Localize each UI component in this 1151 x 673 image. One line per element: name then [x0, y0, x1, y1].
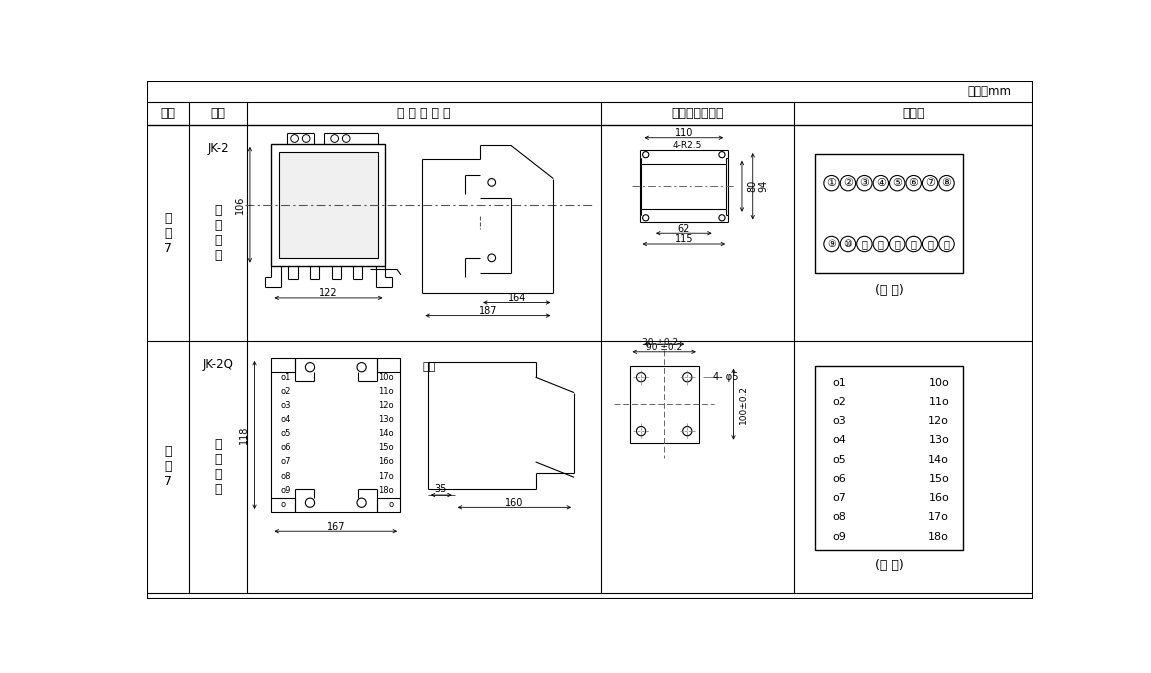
Text: JK-2: JK-2 — [207, 142, 229, 155]
Text: o7: o7 — [281, 458, 291, 466]
Text: o: o — [389, 500, 394, 509]
Text: 12o: 12o — [928, 416, 950, 426]
Text: o1: o1 — [832, 378, 846, 388]
Text: ⑦: ⑦ — [925, 178, 935, 188]
Text: 安装开孔尺寸图: 安装开孔尺寸图 — [671, 108, 724, 120]
Text: 4-R2.5: 4-R2.5 — [673, 141, 702, 150]
Text: 13o: 13o — [379, 415, 394, 424]
Bar — [630, 365, 699, 443]
Text: 15o: 15o — [929, 474, 950, 484]
Text: 外 形 尺 寸 图: 外 形 尺 寸 图 — [397, 108, 451, 120]
Text: 164: 164 — [508, 293, 526, 303]
Text: 30 ±0.2: 30 ±0.2 — [642, 338, 678, 347]
Text: 16o: 16o — [929, 493, 950, 503]
Text: ①: ① — [826, 178, 837, 188]
Text: 结构: 结构 — [211, 108, 226, 120]
Text: ②: ② — [843, 178, 853, 188]
Text: o9: o9 — [281, 486, 291, 495]
Text: o6: o6 — [832, 474, 846, 484]
Text: ⑤: ⑤ — [892, 178, 902, 188]
Bar — [280, 151, 378, 258]
Text: ⑫: ⑫ — [878, 239, 884, 249]
Text: ⑮: ⑮ — [928, 239, 933, 249]
Text: ⑥: ⑥ — [908, 178, 918, 188]
Bar — [272, 358, 401, 512]
Text: 17o: 17o — [379, 472, 394, 481]
Text: 62: 62 — [678, 223, 689, 234]
Text: ④: ④ — [876, 178, 886, 188]
Text: 11o: 11o — [929, 397, 950, 407]
Text: 10o: 10o — [379, 373, 394, 382]
Text: (正 视): (正 视) — [875, 559, 904, 572]
Text: o4: o4 — [281, 415, 291, 424]
Text: 10o: 10o — [929, 378, 950, 388]
Text: ⑯: ⑯ — [944, 239, 950, 249]
Text: 板
前
接
线: 板 前 接 线 — [214, 438, 222, 496]
Text: 80: 80 — [747, 180, 757, 192]
Text: o8: o8 — [832, 512, 846, 522]
Text: 100±0.2: 100±0.2 — [739, 385, 748, 424]
Text: 端子图: 端子图 — [902, 108, 924, 120]
Text: o3: o3 — [281, 401, 291, 410]
Text: o2: o2 — [281, 387, 291, 396]
Text: o6: o6 — [281, 444, 291, 452]
Text: 4- φ5: 4- φ5 — [712, 372, 739, 382]
Text: 底座: 底座 — [422, 362, 436, 372]
Text: ⑭: ⑭ — [910, 239, 916, 249]
Text: 11o: 11o — [379, 387, 394, 396]
Text: JK-2Q: JK-2Q — [203, 357, 234, 371]
Text: ③: ③ — [860, 178, 869, 188]
Text: 14o: 14o — [928, 454, 950, 464]
Text: 110: 110 — [674, 128, 693, 138]
Text: o3: o3 — [832, 416, 846, 426]
Text: 12o: 12o — [379, 401, 394, 410]
Text: ⑧: ⑧ — [942, 178, 952, 188]
Text: 18o: 18o — [928, 532, 950, 542]
Text: o1: o1 — [281, 373, 291, 382]
Text: 图号: 图号 — [160, 108, 175, 120]
Bar — [272, 144, 386, 266]
Text: 15o: 15o — [379, 444, 394, 452]
Text: 106: 106 — [235, 196, 244, 214]
Text: 160: 160 — [505, 498, 524, 507]
Text: 附
图
7: 附 图 7 — [163, 446, 171, 489]
Text: o7: o7 — [832, 493, 846, 503]
Text: 14o: 14o — [379, 429, 394, 438]
Text: (背 视): (背 视) — [875, 284, 904, 297]
Text: 115: 115 — [674, 234, 693, 244]
Text: o5: o5 — [281, 429, 291, 438]
Text: 16o: 16o — [379, 458, 394, 466]
Text: 122: 122 — [319, 288, 337, 298]
Text: 187: 187 — [479, 306, 497, 316]
Text: 90 ±0.2: 90 ±0.2 — [646, 343, 683, 352]
Text: o2: o2 — [832, 397, 846, 407]
Text: ⑪: ⑪ — [861, 239, 868, 249]
Text: o9: o9 — [832, 532, 846, 542]
Text: 118: 118 — [239, 426, 249, 444]
Bar — [815, 365, 963, 551]
Text: 板
后
接
线: 板 后 接 线 — [214, 204, 222, 262]
Text: 167: 167 — [327, 522, 345, 532]
Text: ⑩: ⑩ — [844, 239, 853, 249]
Text: o4: o4 — [832, 435, 846, 446]
Text: 13o: 13o — [929, 435, 950, 446]
Text: 18o: 18o — [379, 486, 394, 495]
Text: 35: 35 — [435, 484, 447, 494]
Text: ⑬: ⑬ — [894, 239, 900, 249]
Text: 单位：mm: 单位：mm — [968, 85, 1012, 98]
Text: 17o: 17o — [928, 512, 950, 522]
Text: o: o — [281, 500, 285, 509]
Text: 94: 94 — [759, 180, 768, 192]
Bar — [815, 154, 963, 273]
Text: o5: o5 — [832, 454, 846, 464]
Text: ⑨: ⑨ — [828, 239, 836, 249]
Text: 附
图
7: 附 图 7 — [163, 212, 171, 254]
Text: o8: o8 — [281, 472, 291, 481]
